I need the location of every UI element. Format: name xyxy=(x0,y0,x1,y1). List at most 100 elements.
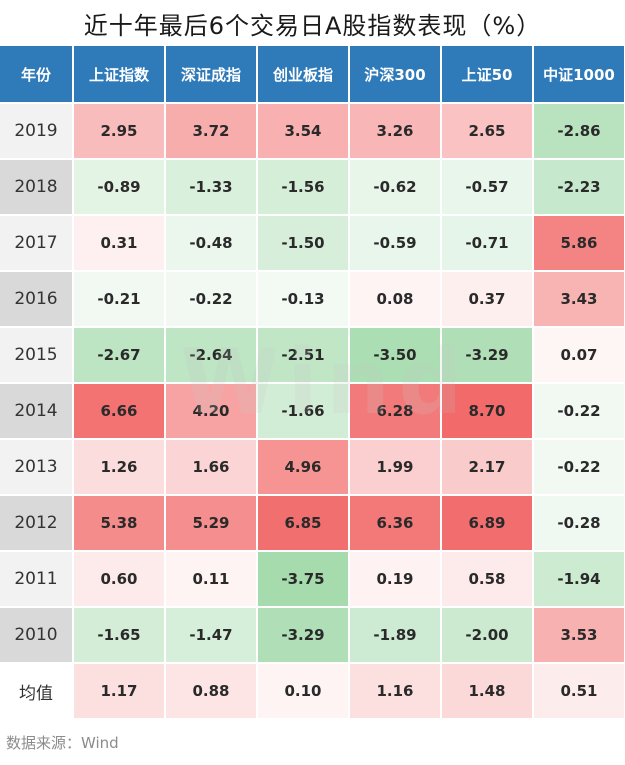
value-cell: -3.29 xyxy=(441,326,534,383)
value-cell: 0.19 xyxy=(349,550,442,607)
value-cell: -3.29 xyxy=(257,606,350,663)
table-row: 2018 -0.89 -1.33 -1.56 -0.62 -0.57 -2.23 xyxy=(0,158,625,215)
value-cell: 0.58 xyxy=(441,550,534,607)
value-cell: 4.96 xyxy=(257,438,350,495)
table-row: 2017 0.31 -0.48 -1.50 -0.59 -0.71 5.86 xyxy=(0,214,625,271)
table-row: 2016 -0.21 -0.22 -0.13 0.08 0.37 3.43 xyxy=(0,270,625,327)
value-cell: -2.51 xyxy=(257,326,350,383)
value-cell: 5.29 xyxy=(165,494,258,551)
value-cell: -1.33 xyxy=(165,158,258,215)
column-header: 上证指数 xyxy=(73,46,166,103)
value-cell: -1.50 xyxy=(257,214,350,271)
value-cell: 0.07 xyxy=(533,326,625,383)
value-cell: -0.71 xyxy=(441,214,534,271)
value-cell: 0.51 xyxy=(533,662,625,718)
value-cell: -1.56 xyxy=(257,158,350,215)
value-cell: 2.65 xyxy=(441,102,534,159)
value-cell: 2.17 xyxy=(441,438,534,495)
column-header: 上证50 xyxy=(441,46,534,103)
value-cell: -0.28 xyxy=(533,494,625,551)
value-cell: -0.48 xyxy=(165,214,258,271)
value-cell: 0.11 xyxy=(165,550,258,607)
column-header: 沪深300 xyxy=(349,46,442,103)
row-label: 2014 xyxy=(0,382,74,439)
value-cell: -0.22 xyxy=(533,382,625,439)
row-label: 2010 xyxy=(0,606,74,663)
column-header: 中证1000 xyxy=(533,46,625,103)
value-cell: 3.54 xyxy=(257,102,350,159)
row-label: 2011 xyxy=(0,550,74,607)
value-cell: -0.22 xyxy=(533,438,625,495)
value-cell: 1.66 xyxy=(165,438,258,495)
value-cell: 3.26 xyxy=(349,102,442,159)
value-cell: 0.08 xyxy=(349,270,442,327)
value-cell: -2.64 xyxy=(165,326,258,383)
column-header: 创业板指 xyxy=(257,46,350,103)
value-cell: -2.23 xyxy=(533,158,625,215)
value-cell: -1.47 xyxy=(165,606,258,663)
value-cell: 0.31 xyxy=(73,214,166,271)
value-cell: -3.50 xyxy=(349,326,442,383)
value-cell: 3.53 xyxy=(533,606,625,663)
row-label: 2019 xyxy=(0,102,74,159)
value-cell: -2.86 xyxy=(533,102,625,159)
table-row: 2015 -2.67 -2.64 -2.51 -3.50 -3.29 0.07 xyxy=(0,326,625,383)
value-cell: 0.88 xyxy=(165,662,258,718)
row-label: 2012 xyxy=(0,494,74,551)
value-cell: 4.20 xyxy=(165,382,258,439)
value-cell: 1.17 xyxy=(73,662,166,718)
value-cell: 2.95 xyxy=(73,102,166,159)
value-cell: 0.37 xyxy=(441,270,534,327)
value-cell: -0.13 xyxy=(257,270,350,327)
value-cell: 3.72 xyxy=(165,102,258,159)
column-header: 年份 xyxy=(0,46,74,103)
value-cell: 1.99 xyxy=(349,438,442,495)
table-row: 2011 0.60 0.11 -3.75 0.19 0.58 -1.94 xyxy=(0,550,625,607)
value-cell: -0.89 xyxy=(73,158,166,215)
value-cell: 6.89 xyxy=(441,494,534,551)
value-cell: 5.86 xyxy=(533,214,625,271)
value-cell: 1.26 xyxy=(73,438,166,495)
value-cell: -0.57 xyxy=(441,158,534,215)
table-row: 2013 1.26 1.66 4.96 1.99 2.17 -0.22 xyxy=(0,438,625,495)
value-cell: 5.38 xyxy=(73,494,166,551)
value-cell: 6.36 xyxy=(349,494,442,551)
row-label: 2013 xyxy=(0,438,74,495)
header-row: 年份 上证指数 深证成指 创业板指 沪深300 上证50 中证1000 xyxy=(0,46,625,103)
value-cell: 0.60 xyxy=(73,550,166,607)
value-cell: -2.00 xyxy=(441,606,534,663)
value-cell: 3.43 xyxy=(533,270,625,327)
table-row: 2012 5.38 5.29 6.85 6.36 6.89 -0.28 xyxy=(0,494,625,551)
value-cell: -2.67 xyxy=(73,326,166,383)
value-cell: -1.65 xyxy=(73,606,166,663)
value-cell: -0.21 xyxy=(73,270,166,327)
performance-table: 年份 上证指数 深证成指 创业板指 沪深300 上证50 中证1000 2019… xyxy=(0,46,625,718)
value-cell: -0.59 xyxy=(349,214,442,271)
value-cell: -0.62 xyxy=(349,158,442,215)
row-label: 2018 xyxy=(0,158,74,215)
value-cell: -0.22 xyxy=(165,270,258,327)
value-cell: 6.28 xyxy=(349,382,442,439)
value-cell: -1.66 xyxy=(257,382,350,439)
value-cell: 6.66 xyxy=(73,382,166,439)
value-cell: 6.85 xyxy=(257,494,350,551)
table-row: 2014 6.66 4.20 -1.66 6.28 8.70 -0.22 xyxy=(0,382,625,439)
row-label: 均值 xyxy=(0,662,74,718)
value-cell: 8.70 xyxy=(441,382,534,439)
value-cell: 0.10 xyxy=(257,662,350,718)
chart-title: 近十年最后6个交易日A股指数表现（%） xyxy=(83,12,542,40)
table-body: 2019 2.95 3.72 3.54 3.26 2.65 -2.86 2018 -0.89 -1… xyxy=(0,102,625,718)
value-cell: -3.75 xyxy=(257,550,350,607)
table-row: 2010 -1.65 -1.47 -3.29 -1.89 -2.00 3.53 xyxy=(0,606,625,663)
table-row: 2019 2.95 3.72 3.54 3.26 2.65 -2.86 xyxy=(0,102,625,159)
data-source: 数据来源：Wind xyxy=(6,734,119,752)
value-cell: -1.89 xyxy=(349,606,442,663)
row-label: 2015 xyxy=(0,326,74,383)
value-cell: -1.94 xyxy=(533,550,625,607)
value-cell: 1.48 xyxy=(441,662,534,718)
value-cell: 1.16 xyxy=(349,662,442,718)
row-label: 2016 xyxy=(0,270,74,327)
column-header: 深证成指 xyxy=(165,46,258,103)
average-row: 均值 1.17 0.88 0.10 1.16 1.48 0.51 xyxy=(0,662,625,718)
row-label: 2017 xyxy=(0,214,74,271)
